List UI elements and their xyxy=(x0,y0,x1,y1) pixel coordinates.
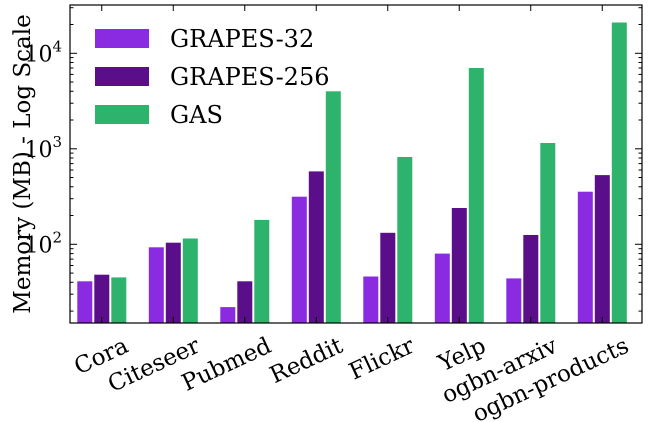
bar-grapes-32-pubmed xyxy=(220,307,236,323)
bar-gas-flickr xyxy=(397,157,413,323)
bar-gas-ogbn-products xyxy=(611,22,627,323)
bars-group xyxy=(77,22,627,323)
bar-grapes-32-citeseer xyxy=(148,247,164,323)
bar-gas-pubmed xyxy=(254,219,270,323)
bar-grapes-32-ogbn-arxiv xyxy=(506,278,522,323)
bar-grapes-256-reddit xyxy=(308,171,324,323)
x-tick-label-reddit: Reddit xyxy=(266,333,347,389)
y-tick-label: 102 xyxy=(24,228,62,258)
x-tick-label-flickr: Flickr xyxy=(345,333,418,386)
legend-label: GRAPES-32 xyxy=(170,25,314,53)
bar-grapes-32-yelp xyxy=(434,253,450,323)
y-tick-labels: 102 103 104 xyxy=(24,37,62,258)
bar-grapes-256-ogbn-products xyxy=(594,175,610,323)
bar-grapes-256-cora xyxy=(94,274,110,323)
bar-gas-citeseer xyxy=(182,238,198,323)
y-axis-label: Memory (MB) - Log Scale xyxy=(10,14,36,313)
bar-gas-cora xyxy=(111,277,127,323)
bar-grapes-256-ogbn-arxiv xyxy=(523,235,539,323)
bar-grapes-32-ogbn-products xyxy=(577,191,593,323)
y-tick-label: 103 xyxy=(24,133,62,163)
legend: GRAPES-32 GRAPES-256 GAS xyxy=(95,25,329,129)
bar-grapes-32-flickr xyxy=(363,276,379,323)
bar-grapes-256-flickr xyxy=(380,232,396,323)
legend-swatch xyxy=(95,67,149,86)
axis-ticks xyxy=(70,5,642,323)
bar-gas-reddit xyxy=(325,91,341,323)
bar-grapes-32-reddit xyxy=(291,196,307,323)
bar-grapes-32-cora xyxy=(77,281,93,323)
legend-swatch xyxy=(95,105,149,124)
bar-gas-ogbn-arxiv xyxy=(540,143,556,323)
y-tick-label: 104 xyxy=(24,37,62,67)
bar-grapes-256-yelp xyxy=(451,208,467,323)
bar-gas-yelp xyxy=(468,68,484,323)
legend-label: GRAPES-256 xyxy=(170,63,329,91)
legend-swatch xyxy=(95,29,149,48)
legend-label: GAS xyxy=(170,101,223,129)
bar-grapes-256-citeseer xyxy=(165,242,181,323)
bar-grapes-256-pubmed xyxy=(237,281,253,323)
